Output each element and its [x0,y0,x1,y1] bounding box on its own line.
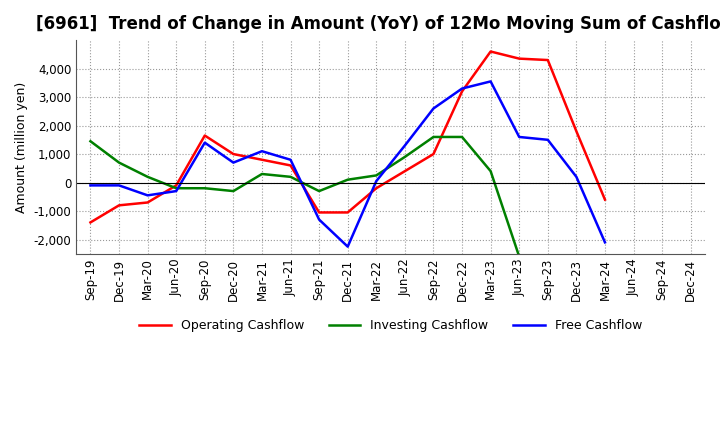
Line: Investing Cashflow: Investing Cashflow [91,137,548,262]
Free Cashflow [400,143,409,148]
Free Cashflow [343,244,352,249]
Operating Cashflow [458,89,467,94]
Investing Cashflow [486,169,495,174]
Free Cashflow [486,79,495,84]
Free Cashflow [258,149,266,154]
Legend: Operating Cashflow, Investing Cashflow, Free Cashflow: Operating Cashflow, Investing Cashflow, … [134,314,647,337]
Free Cashflow [143,193,152,198]
Operating Cashflow [515,56,523,61]
Investing Cashflow [372,173,381,178]
Operating Cashflow [372,186,381,191]
Investing Cashflow [515,254,523,259]
Free Cashflow [372,179,381,184]
Free Cashflow [572,174,581,180]
Free Cashflow [229,160,238,165]
Operating Cashflow [572,128,581,134]
Free Cashflow [544,137,552,143]
Investing Cashflow [429,134,438,139]
Free Cashflow [515,134,523,139]
Investing Cashflow [258,171,266,176]
Free Cashflow [200,140,209,145]
Operating Cashflow [400,169,409,174]
Investing Cashflow [400,154,409,160]
Operating Cashflow [429,151,438,157]
Y-axis label: Amount (million yen): Amount (million yen) [15,81,28,213]
Operating Cashflow [287,163,295,168]
Investing Cashflow [143,174,152,180]
Investing Cashflow [86,139,95,144]
Operating Cashflow [486,49,495,54]
Operating Cashflow [143,200,152,205]
Free Cashflow [172,188,181,194]
Operating Cashflow [200,133,209,138]
Investing Cashflow [229,188,238,194]
Title: [6961]  Trend of Change in Amount (YoY) of 12Mo Moving Sum of Cashflows: [6961] Trend of Change in Amount (YoY) o… [35,15,720,33]
Line: Operating Cashflow: Operating Cashflow [91,51,605,222]
Investing Cashflow [114,160,123,165]
Free Cashflow [114,183,123,188]
Investing Cashflow [458,134,467,139]
Operating Cashflow [172,183,181,188]
Investing Cashflow [343,177,352,182]
Free Cashflow [86,183,95,188]
Operating Cashflow [600,197,609,202]
Investing Cashflow [315,188,323,194]
Operating Cashflow [114,203,123,208]
Free Cashflow [315,217,323,222]
Investing Cashflow [544,260,552,265]
Line: Free Cashflow: Free Cashflow [91,81,605,247]
Free Cashflow [429,106,438,111]
Operating Cashflow [258,157,266,162]
Investing Cashflow [287,174,295,180]
Operating Cashflow [315,210,323,215]
Operating Cashflow [86,220,95,225]
Operating Cashflow [343,210,352,215]
Investing Cashflow [200,186,209,191]
Operating Cashflow [229,151,238,157]
Free Cashflow [600,240,609,245]
Free Cashflow [287,157,295,162]
Free Cashflow [458,86,467,91]
Operating Cashflow [544,57,552,62]
Investing Cashflow [172,186,181,191]
